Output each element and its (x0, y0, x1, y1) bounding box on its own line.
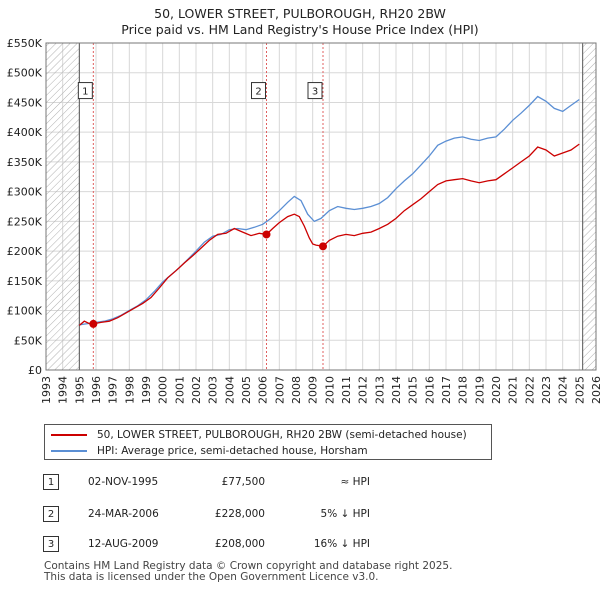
y-tick-label: £450K (7, 96, 43, 109)
sale-price: £228,000 (214, 508, 265, 520)
table-row: 3 12-AUG-2009 £208,000 16% ↓ HPI (0, 536, 600, 554)
sale-point (89, 319, 98, 328)
x-tick-label: 1998 (123, 376, 136, 404)
sale-number: 1 (43, 474, 59, 490)
x-tick-label: 2020 (490, 376, 503, 404)
sale-point (319, 242, 327, 251)
x-tick-label: 2006 (257, 376, 270, 404)
x-tick-label: 2016 (423, 376, 436, 404)
x-tick-label: 2005 (240, 376, 253, 404)
chart-subtitle: Price paid vs. HM Land Registry's House … (121, 22, 479, 37)
x-tick-label: 2021 (507, 376, 520, 404)
sale-hpi-diff: 16% ↓ HPI (313, 538, 370, 550)
legend-swatch-property (51, 434, 87, 436)
chart-title: 50, LOWER STREET, PULBOROUGH, RH20 2BW (154, 6, 446, 21)
x-tick-label: 2013 (373, 376, 386, 404)
legend-label-property: 50, LOWER STREET, PULBOROUGH, RH20 2BW (… (97, 429, 467, 441)
series-line-property (78, 143, 580, 326)
x-tick-label: 2023 (540, 376, 553, 404)
legend-label-hpi: HPI: Average price, semi-detached house,… (97, 445, 368, 457)
price-chart: 1 2 3 £0 £50K £100K £150K £200K £250K £300K £350K £… (7, 37, 600, 404)
y-tick-label: £400K (7, 126, 43, 139)
footer-copyright: Contains HM Land Registry data © Crown c… (44, 560, 453, 572)
x-tick-label: 2014 (390, 376, 403, 404)
y-tick-label: £200K (7, 245, 43, 258)
x-tick-label: 2003 (207, 376, 220, 404)
y-tick-label: £300K (7, 186, 43, 199)
sale-label: 3 (312, 87, 318, 98)
sale-number: 2 (43, 506, 59, 522)
x-tick-label: 2007 (273, 376, 286, 404)
x-tick-label: 2018 (457, 376, 470, 404)
y-tick-label: £350K (7, 156, 43, 169)
x-tick-label: 2012 (357, 376, 370, 404)
series-line-hpi (79, 95, 580, 326)
y-tick-label: £100K (7, 305, 43, 318)
x-tick-label: 1996 (90, 376, 103, 404)
table-row: 2 24-MAR-2006 £228,000 5% ↓ HPI (0, 506, 600, 524)
x-tick-label: 1993 (40, 376, 53, 404)
hatch-region-before (46, 43, 80, 370)
x-tick-label: 2001 (173, 376, 186, 404)
legend: 50, LOWER STREET, PULBOROUGH, RH20 2BW (… (44, 424, 492, 460)
x-tick-label: 1999 (140, 376, 153, 404)
sale-price: £77,500 (221, 476, 265, 488)
sale-point (262, 230, 271, 239)
y-tick-label: £250K (7, 215, 43, 228)
legend-item-property: 50, LOWER STREET, PULBOROUGH, RH20 2BW (… (51, 428, 467, 442)
x-tick-label: 2004 (223, 376, 236, 404)
y-tick-label: £50K (14, 334, 43, 347)
sale-date: 02-NOV-1995 (88, 476, 159, 488)
x-tick-label: 2024 (557, 376, 570, 404)
sale-date: 24-MAR-2006 (88, 508, 159, 520)
footer: Contains HM Land Registry data © Crown c… (44, 561, 452, 583)
x-tick-label: 1997 (107, 376, 120, 404)
x-tick-label: 2000 (157, 376, 170, 404)
x-tick-label: 2015 (407, 376, 420, 404)
x-tick-label: 2010 (323, 376, 336, 404)
legend-swatch-hpi (51, 450, 87, 452)
table-row: 1 02-NOV-1995 £77,500 ≈ HPI (0, 474, 600, 492)
sale-label: 1 (82, 87, 88, 98)
y-tick-label: £150K (7, 275, 43, 288)
legend-item-hpi: HPI: Average price, semi-detached house,… (51, 444, 368, 458)
y-tick-label: £0 (28, 364, 42, 377)
sale-label-box (77, 82, 93, 100)
plot-frame (45, 42, 597, 371)
x-tick-label: 2002 (190, 376, 203, 404)
sale-label: 2 (255, 87, 261, 98)
x-tick-label: 1995 (73, 376, 86, 404)
y-tick-label: £500K (7, 67, 43, 80)
x-tick-label: 2019 (473, 376, 486, 404)
sale-date: 12-AUG-2009 (88, 538, 159, 550)
sale-label-box (307, 82, 323, 100)
x-tick-label: 1994 (57, 376, 70, 404)
sale-price: £208,000 (214, 538, 265, 550)
x-tick-label: 2025 (573, 376, 586, 404)
x-tick-label: 2009 (307, 376, 320, 404)
sale-hpi-diff: 5% ↓ HPI (320, 508, 370, 520)
x-tick-label: 2022 (523, 376, 536, 404)
x-tick-label: 2011 (340, 376, 353, 404)
x-tick-label: 2017 (440, 376, 453, 404)
x-tick-label: 2026 (590, 376, 600, 404)
y-tick-label: £550K (7, 37, 43, 50)
sale-number: 3 (43, 536, 59, 552)
x-tick-label: 2008 (290, 376, 303, 404)
footer-license: This data is licensed under the Open Gov… (44, 571, 379, 583)
sale-label-box (251, 82, 266, 100)
sale-hpi-diff: ≈ HPI (340, 476, 370, 488)
hatch-region-after (582, 43, 596, 370)
